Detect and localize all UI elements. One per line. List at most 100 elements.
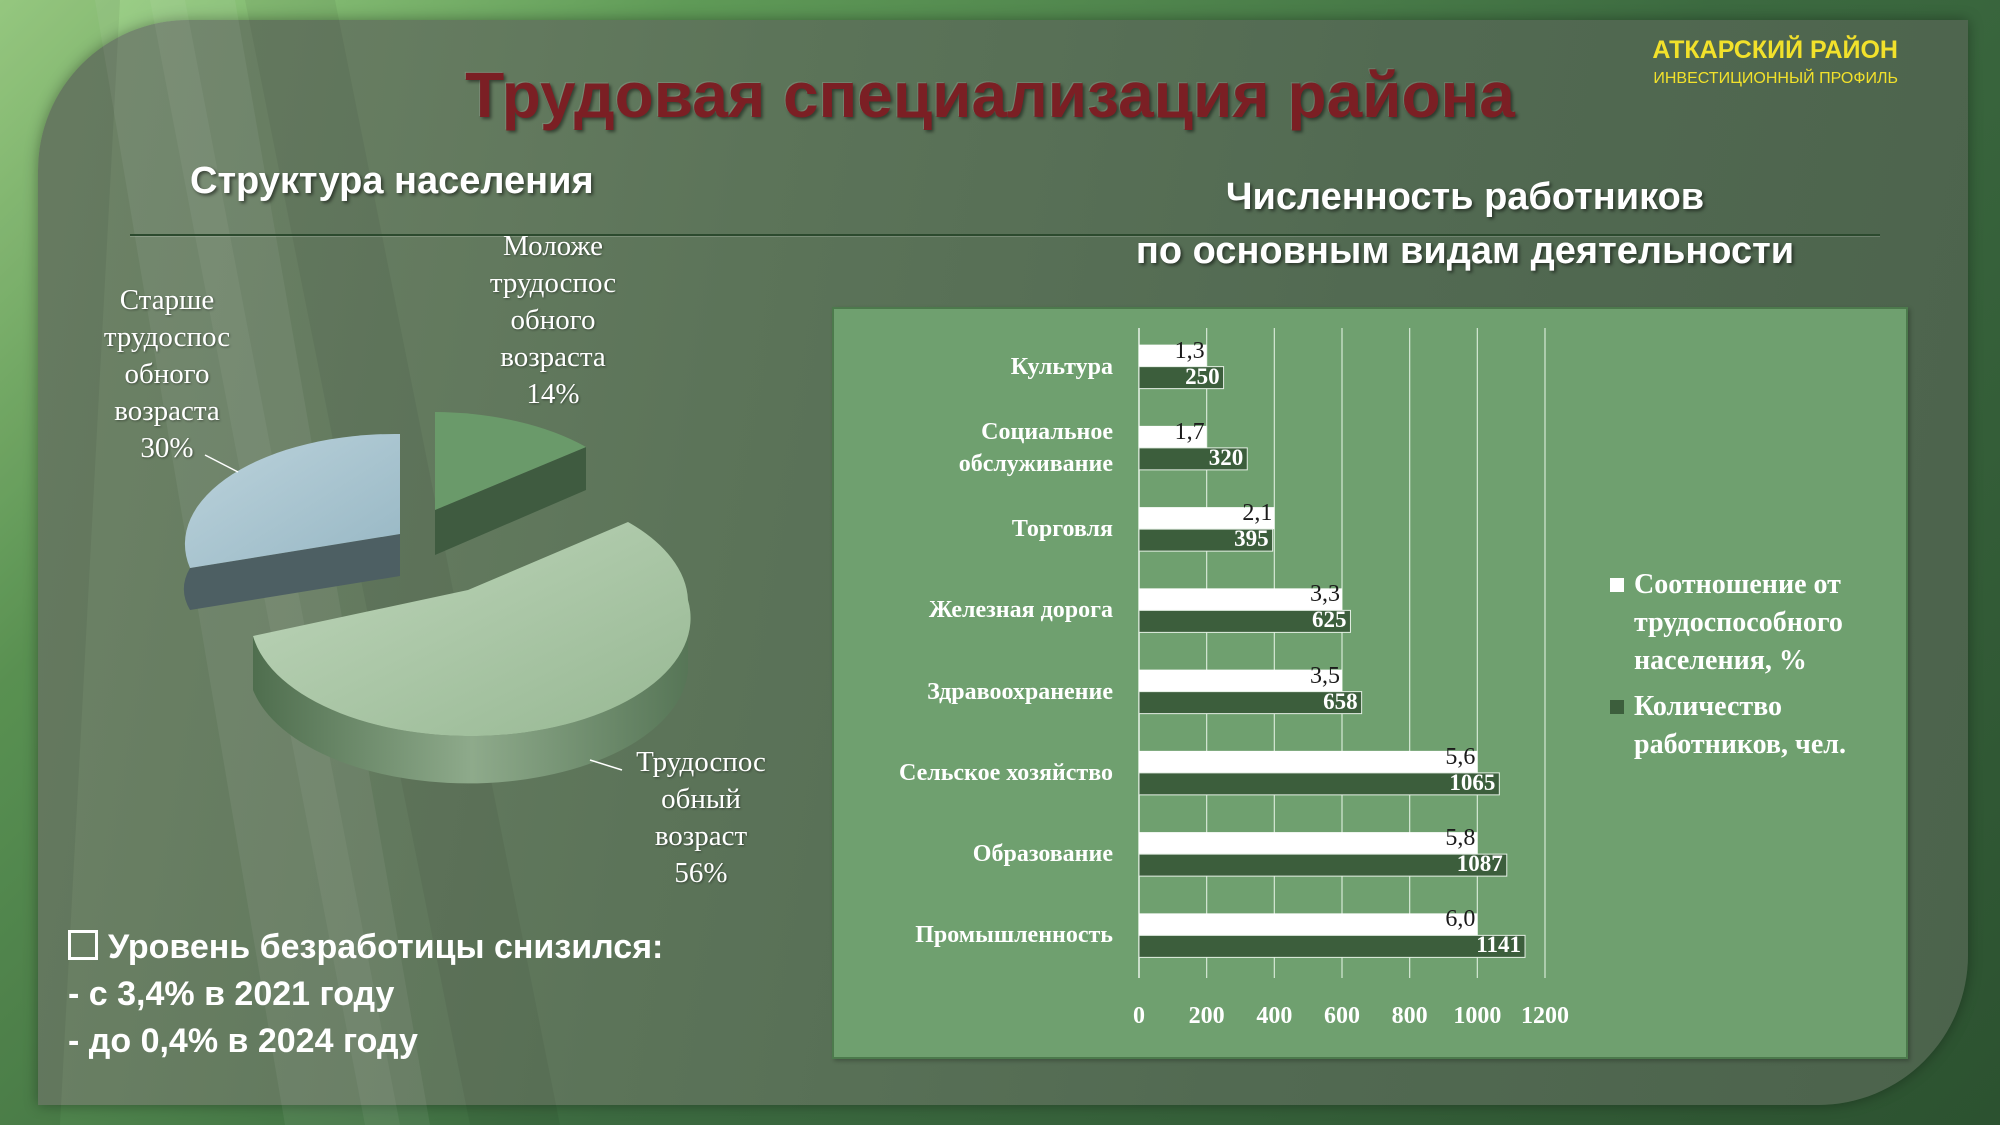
pie-label-line: трудоспос xyxy=(103,321,231,353)
pie-slice-side-old xyxy=(190,534,400,610)
legend-label: работников, чел. xyxy=(1634,729,1846,760)
legend-label: населения, % xyxy=(1634,645,1807,676)
bar-ratio xyxy=(1139,750,1478,773)
pie-slice-young xyxy=(435,412,586,510)
pie-label-line: возраста xyxy=(500,341,606,373)
x-tick-label: 400 xyxy=(1256,1003,1293,1029)
bar-count-label: 250 xyxy=(1185,363,1220,389)
bar-count xyxy=(1138,366,1225,390)
pie-label-line: возраст xyxy=(654,820,748,852)
brand-subtitle: ИНВЕСТИЦИОННЫЙ ПРОФИЛЬ xyxy=(1653,70,1898,87)
category-label-line: Культура xyxy=(1010,353,1113,380)
bar-category-label: Торговля xyxy=(868,513,1113,545)
legend-entry-count: Количество работников, чел. xyxy=(1608,688,1938,764)
bar-ratio-label: 2,1 xyxy=(1242,500,1273,527)
category-label-line: Торговля xyxy=(1011,516,1113,543)
bar-count-label: 320 xyxy=(1208,444,1244,470)
pie-label-line: обного xyxy=(124,358,210,390)
pie-leader-line-working xyxy=(589,759,623,771)
bar-ratio-label: 5,8 xyxy=(1445,825,1476,852)
bar-ratio xyxy=(1139,669,1342,692)
pie-slice-old xyxy=(184,433,400,568)
bar-count xyxy=(1138,853,1508,877)
category-label-line: Образование xyxy=(972,841,1113,868)
x-tick-label: 600 xyxy=(1324,1003,1360,1029)
bar-category-label: Образование xyxy=(868,838,1113,870)
page-title: Трудовая специализация района xyxy=(465,59,1515,131)
bar-category-label: Культура xyxy=(868,351,1113,383)
bar-category-label: Сельское хозяйство xyxy=(868,757,1113,789)
pie-label-line: трудоспос xyxy=(489,267,617,299)
bar-count xyxy=(1138,528,1274,552)
unemployment-headline: Уровень безработицы снизился: xyxy=(68,924,663,971)
category-label-line: Промышленность xyxy=(915,922,1113,949)
pie-leader-line-old xyxy=(204,454,239,473)
unemployment-note: Уровень безработицы снизился: - с 3,4% в… xyxy=(68,924,663,1065)
pie-label-value: 14% xyxy=(526,378,580,410)
bar-ratio-label: 3,3 xyxy=(1310,581,1340,608)
pie-label-line: обного xyxy=(510,304,596,336)
legend-label: трудоспособного xyxy=(1634,607,1843,638)
bar-count-label: 625 xyxy=(1311,607,1347,633)
bar-count xyxy=(1138,447,1248,471)
pie-label-value: 56% xyxy=(674,857,728,889)
unemployment-headline-text: Уровень безработицы снизился: xyxy=(108,928,664,966)
bar-ratio xyxy=(1139,832,1478,855)
legend-key-count xyxy=(1610,700,1624,714)
pie-label-value: 30% xyxy=(140,432,194,464)
bar-ratio-label: 6,0 xyxy=(1445,906,1476,933)
pie-chart-heading: Структура населения xyxy=(190,160,594,202)
pie-label-line: обный xyxy=(661,783,741,815)
category-label-line: Железная дорога xyxy=(928,597,1113,624)
pie-label-working: Трудоспос обный возраст 56% xyxy=(596,744,806,892)
bar-chart-heading: Численность работников по основным видам… xyxy=(1040,170,1890,278)
bar-category-label: Здравоохранение xyxy=(868,676,1113,708)
checkbox-icon xyxy=(68,930,98,960)
unemployment-line-2: - до 0,4% в 2024 году xyxy=(68,1022,418,1060)
pie-label-line: Моложе xyxy=(503,230,603,262)
legend-key-ratio xyxy=(1610,578,1624,592)
bar-count xyxy=(1138,772,1500,796)
unemployment-line-1: - с 3,4% в 2021 году xyxy=(68,975,395,1013)
pie-slice-side-old-front xyxy=(183,568,190,610)
bar-count-label: 1087 xyxy=(1456,851,1503,877)
bar-count-label: 1141 xyxy=(1476,932,1522,958)
bar-count xyxy=(1138,609,1351,633)
category-label-line: обслуживание xyxy=(958,450,1113,477)
category-label-line: Сельское хозяйство xyxy=(898,759,1113,786)
bar-count-label: 658 xyxy=(1323,688,1358,714)
legend-label: Соотношение от xyxy=(1634,569,1841,600)
bar-count-label: 1065 xyxy=(1449,769,1496,795)
pie-label-line: Трудоспос xyxy=(636,746,766,778)
category-label-line: Социальное xyxy=(981,418,1113,445)
bar-category-label: Социальное обслуживание xyxy=(868,416,1113,480)
bar-category-label: Железная дорога xyxy=(868,594,1113,626)
x-tick-label: 1000 xyxy=(1453,1003,1502,1029)
legend-entry-ratio: Соотношение от трудоспособного населения… xyxy=(1608,566,1938,680)
header-divider xyxy=(130,234,1880,236)
bar-category-label: Промышленность xyxy=(868,919,1113,951)
pie-slice-working xyxy=(253,522,691,737)
brand-title: АТКАРСКИЙ РАЙОН xyxy=(1652,36,1898,64)
bar-count-label: 395 xyxy=(1234,526,1269,552)
legend-label: Количество xyxy=(1634,691,1783,722)
bar-count xyxy=(1138,934,1526,958)
bar-ratio-label: 1,7 xyxy=(1174,418,1205,445)
bar-ratio-label: 3,5 xyxy=(1310,662,1340,689)
bar-ratio xyxy=(1139,425,1207,448)
pie-label-line: Старше xyxy=(119,284,215,316)
bar-ratio xyxy=(1139,507,1275,530)
pie-label-old: Старше трудоспос обного возраста 30% xyxy=(62,282,272,467)
bar-legend: Соотношение от трудоспособного населения… xyxy=(1608,566,1938,764)
bar-ratio xyxy=(1139,344,1207,367)
x-tick-label: 800 xyxy=(1391,1003,1428,1029)
x-tick-label: 200 xyxy=(1188,1003,1225,1029)
pie-slice-side-working xyxy=(253,600,691,784)
pie-slice-side-young xyxy=(435,447,586,555)
bar-ratio-label: 5,6 xyxy=(1445,743,1476,770)
bar-ratio xyxy=(1139,588,1342,611)
bar-heading-line-1: Численность работников xyxy=(1225,176,1705,218)
